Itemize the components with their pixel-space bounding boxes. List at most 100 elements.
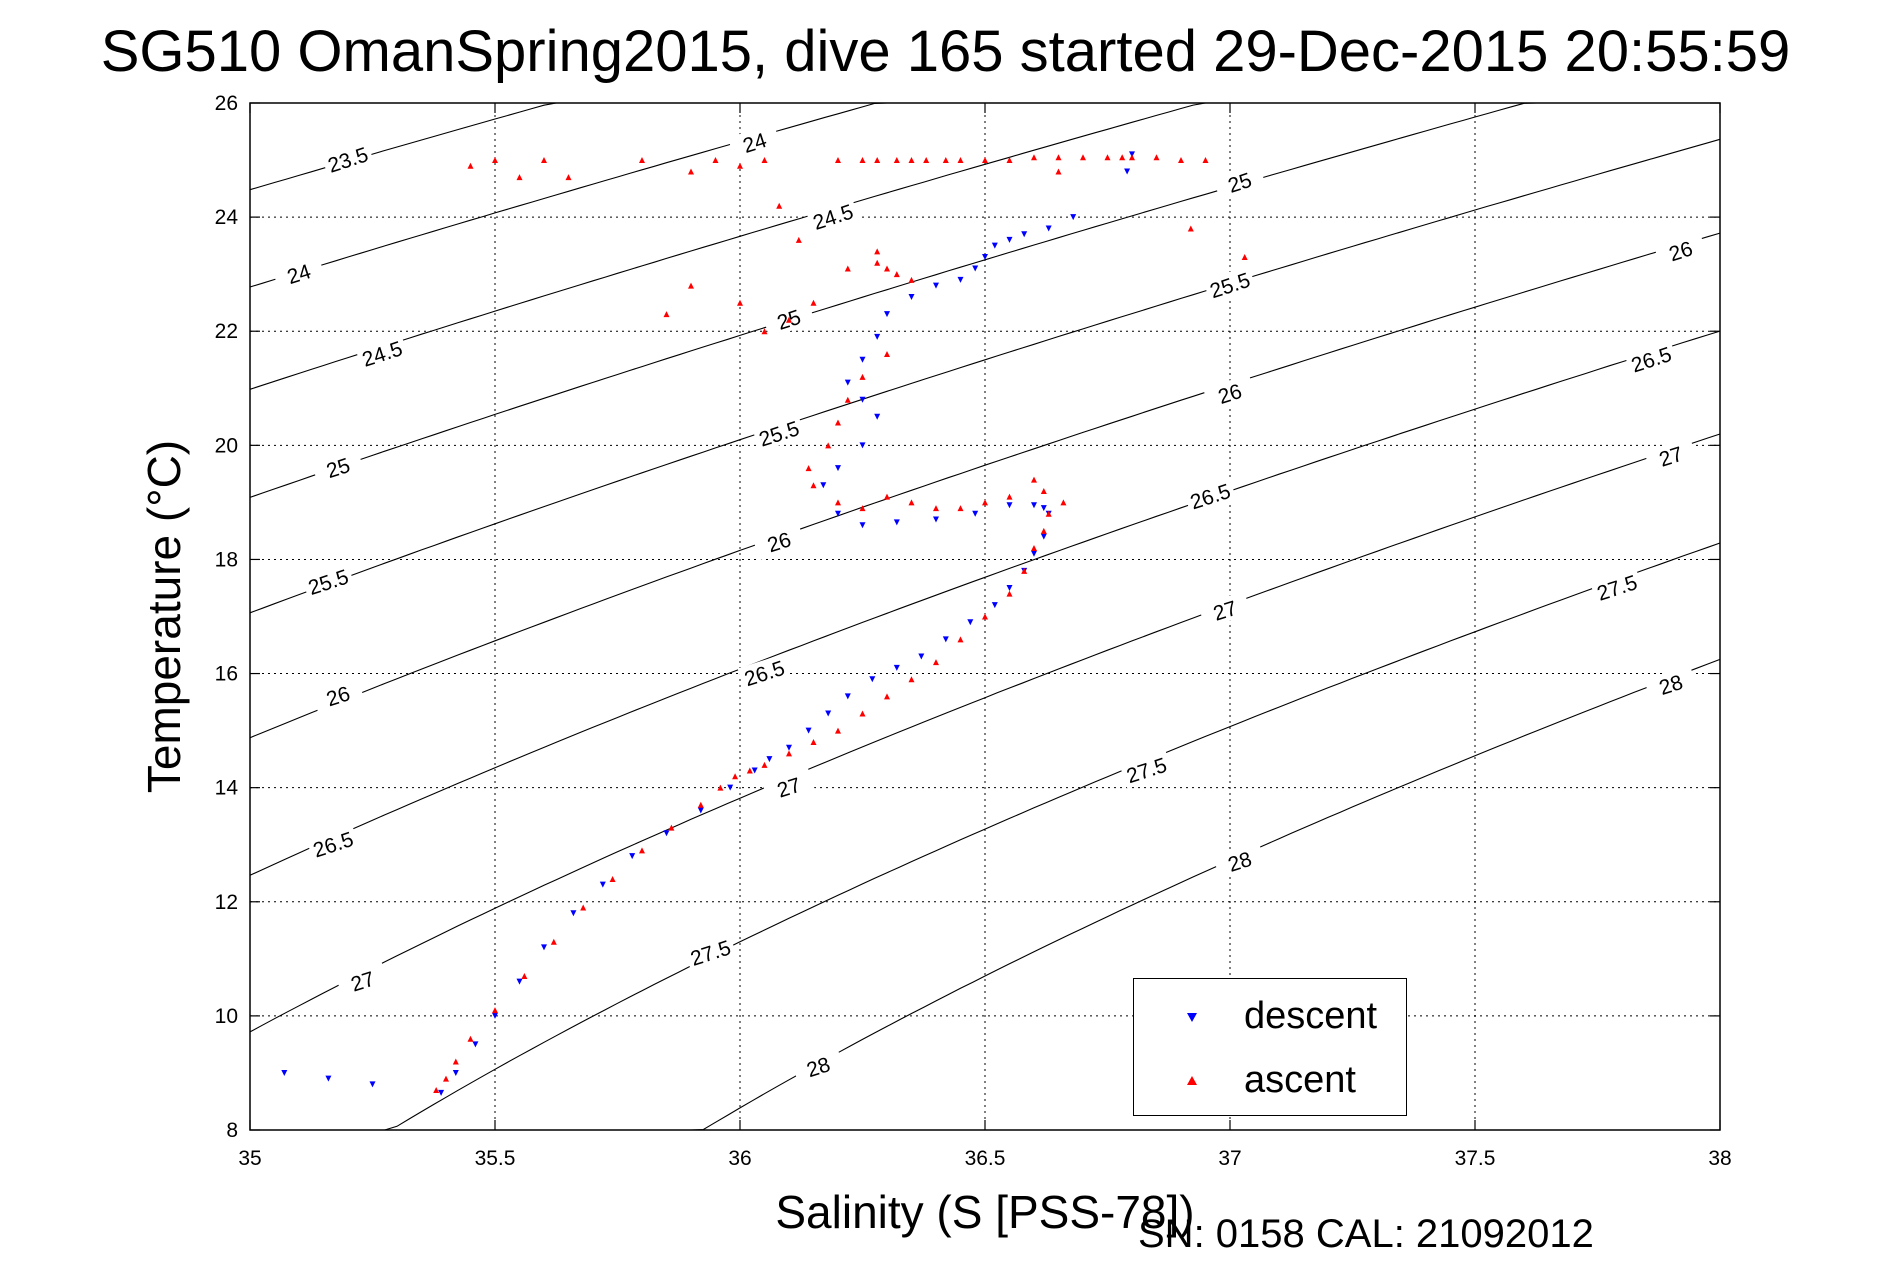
descent-point [859,522,866,529]
contour-label: 25.5 [306,565,352,600]
ascent-point [1031,476,1037,483]
triangle-down-icon [1187,1013,1197,1022]
descent-point [982,254,988,261]
contour-label-bg [752,522,806,561]
density-contour-line [249,102,1622,498]
descent-point [844,693,851,700]
descent-point [1031,502,1037,509]
ascent-point [761,761,768,768]
y-tick-label: 14 [215,777,239,800]
contour-label: 26.5 [742,657,788,692]
ascent-point [1006,493,1013,500]
ascent-point [550,938,557,945]
ascent-point [1006,590,1013,597]
ascent-point [884,265,890,272]
descent-point [933,282,939,289]
contour-label-bg [752,414,806,452]
ascent-point [957,505,964,512]
contour-label-bg [1624,339,1678,378]
contour-label: 25.5 [756,417,802,452]
contour-label-bg [762,767,816,806]
y-tick-label: 16 [215,663,238,686]
x-tick-label: 36 [728,1147,751,1170]
x-tick-label: 37.5 [1455,1147,1496,1170]
descent-point [697,807,704,814]
descent-point [869,676,876,683]
descent-point [820,482,827,489]
contour-label-bg [1119,750,1173,789]
x-tick-label: 36.5 [965,1147,1006,1170]
descent-point [967,619,974,626]
ascent-point [933,659,939,666]
contour-label-bg [1590,568,1644,606]
ascent-point [859,373,866,380]
descent-point [516,978,523,985]
descent-point [570,910,577,917]
ascent-point [565,174,572,181]
descent-point [325,1075,332,1082]
x-tick-label: 35.5 [475,1147,516,1170]
density-contour-line [249,433,1721,1033]
ascent-point [795,236,802,243]
ascent-point [884,693,890,700]
descent-point [727,784,734,791]
ascent-point [1006,157,1013,164]
ascent-point [580,904,587,911]
ascent-point [908,499,915,506]
descent-point [844,379,851,386]
descent-point [835,465,841,472]
descent-point [1040,533,1047,540]
ascent-point [908,676,915,683]
contour-label-bg [1644,436,1698,475]
y-tick-label: 24 [215,206,239,229]
data-series [281,151,1248,1096]
ascent-point [541,157,547,164]
y-axis-label: Temperature (°C) [138,440,190,793]
sensor-calibration-note: SN: 0158 CAL: 21092012 [1138,1212,1594,1256]
ascent-point [874,259,881,266]
contour-label: 26.5 [310,828,356,863]
axis-ticks: 35 35.5 36 36.5 37 37.5 38 8 10 12 14 16 18 20 22 24 26 [215,92,1732,1170]
contour-label-bg [1203,374,1257,412]
ascent-point [923,157,930,164]
descent-point [835,510,841,517]
ascent-point [732,773,739,780]
ascent-point [712,157,719,164]
descent-point [1006,584,1013,591]
descent-point [766,756,773,763]
ascent-point [982,613,988,620]
contour-label: 24.5 [359,337,405,372]
descent-point [786,744,792,751]
ascent-point [688,168,694,175]
ascent-point [433,1087,440,1094]
ascent-point [1241,254,1248,261]
ascent-point [1178,157,1184,164]
descent-point [893,519,900,526]
contour-label-bg [321,140,375,178]
ascent-point [1119,154,1126,161]
legend-label-ascent: ascent [1244,1059,1356,1101]
y-tick-label: 18 [215,548,238,571]
descent-point [874,333,881,340]
ascent-point [746,767,753,774]
descent-point [751,767,758,774]
descent-point [369,1081,376,1088]
density-contour-line [249,102,1292,390]
descent-point [492,1012,498,1019]
ascent-point [609,875,616,882]
y-tick-label: 20 [215,434,238,457]
legend-item-descent: descent [1134,987,1406,1047]
ascent-point [908,157,915,164]
descent-point [599,881,606,888]
ascent-point [810,482,817,489]
legend-label-descent: descent [1244,995,1378,1037]
ascent-point [893,157,900,164]
ascent-point [835,499,841,506]
descent-point [908,293,915,300]
contour-label-bg [1212,842,1267,880]
descent-point [884,311,890,318]
contour-label-bg [311,448,365,487]
descent-point [629,853,636,860]
ascent-point [737,299,743,306]
